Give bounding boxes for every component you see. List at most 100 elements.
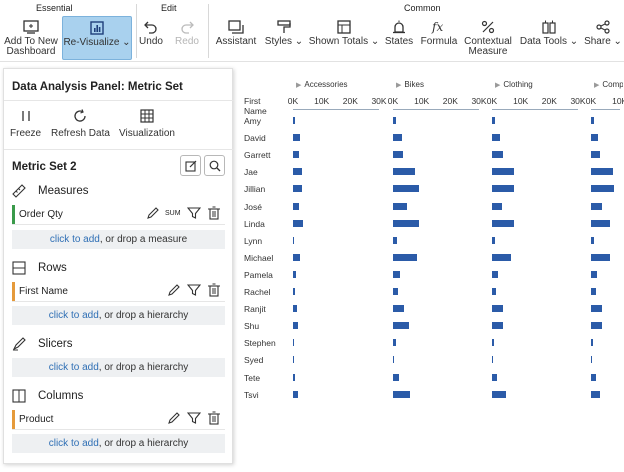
aggregation-label[interactable]: SUM [165, 210, 181, 217]
measure-click-to-add-link[interactable]: click to add [49, 234, 100, 245]
row-color-bar [12, 282, 15, 301]
bar-components-amy [591, 117, 594, 124]
edit-set-button[interactable] [180, 155, 201, 176]
toolbar-separator [136, 4, 137, 58]
data-tools-icon [542, 20, 556, 34]
bar-components-shu [591, 322, 602, 330]
add-dashboard-label-2: Dashboard [6, 46, 56, 57]
search-button[interactable] [204, 155, 225, 176]
data-tools-button[interactable]: Data Tools ⌄ [518, 16, 580, 60]
metric-set-title: Metric Set 2 [12, 161, 77, 173]
row-label: Shu [244, 321, 260, 332]
bar-accessories-linda [293, 219, 304, 227]
slicers-heading: Slicers [12, 337, 73, 351]
ruler-icon [12, 184, 26, 198]
measure-drop-text: , or drop a measure [99, 234, 188, 245]
formula-button[interactable]: fx Formula [420, 16, 458, 60]
freeze-button[interactable]: Freeze [10, 109, 41, 139]
row-field-first-name[interactable]: First Name [12, 280, 225, 302]
grid-icon [140, 109, 154, 123]
axis-tick-label: 30K [570, 96, 586, 106]
undo-label: Undo [139, 36, 163, 47]
bar-accessories-jae [293, 168, 302, 176]
styles-button[interactable]: Styles ⌄ [262, 16, 306, 60]
bar-components-ranjit [591, 305, 602, 313]
columns-drop-zone[interactable]: click to add, or drop a hierarchy [12, 434, 225, 453]
redo-label: Redo [175, 36, 199, 47]
row-field-name: First Name [19, 286, 68, 297]
pencil-icon[interactable] [146, 206, 160, 220]
pencil-icon[interactable] [167, 283, 181, 297]
row-label: Jae [244, 167, 258, 178]
column-header-bikes: ▶ Bikes [396, 80, 424, 89]
trash-icon[interactable] [207, 283, 221, 297]
slicers-drop-zone[interactable]: click to add, or drop a hierarchy [12, 358, 225, 377]
panel-title: Data Analysis Panel: Metric Set [12, 81, 183, 93]
filter-icon[interactable] [187, 411, 201, 425]
trash-icon[interactable] [207, 411, 221, 425]
expand-icon[interactable]: ▶ [594, 82, 600, 89]
measure-color-bar [12, 205, 15, 224]
bar-clothing-jillian [492, 185, 514, 193]
bar-clothing-tsvi [492, 390, 507, 398]
axis-tick-label: 0K [486, 96, 498, 106]
expand-icon[interactable]: ▶ [396, 82, 402, 89]
shown-totals-button[interactable]: Shown Totals ⌄ [308, 16, 380, 60]
measures-heading: Measures [12, 184, 89, 198]
alarm-icon [393, 20, 405, 34]
revisualize-button[interactable]: Re-Visualize ⌄ [62, 16, 132, 60]
share-button[interactable]: Share ⌄ [583, 16, 623, 60]
measure-field-order-qty[interactable]: Order Qty SUM [12, 203, 225, 225]
pencil-icon[interactable] [167, 411, 181, 425]
undo-button[interactable]: Undo [136, 16, 166, 60]
rows-heading: Rows [12, 261, 67, 275]
bar-clothing-jae [492, 168, 514, 176]
bar-clothing-lynn [492, 236, 496, 244]
column-header-label: Accessories [304, 80, 348, 89]
bar-accessories-tete [293, 373, 295, 381]
row-label: Linda [244, 218, 265, 229]
rows-label: Rows [38, 262, 67, 274]
slicers-click-to-add-link[interactable]: click to add [48, 362, 99, 373]
expand-icon[interactable]: ▶ [495, 82, 501, 89]
rows-icon [12, 261, 26, 275]
states-button[interactable]: States [383, 16, 415, 60]
expand-icon[interactable]: ▶ [296, 82, 302, 89]
bar-accessories-syed [293, 356, 294, 364]
freeze-label: Freeze [10, 128, 42, 139]
bar-accessories-pamela [293, 270, 296, 278]
column-header-accessories: ▶ Accessories [296, 80, 348, 89]
bar-accessories-garrett [293, 151, 299, 159]
columns-click-to-add-link[interactable]: click to add [48, 438, 99, 449]
visualization-label: Visualization [119, 128, 175, 139]
rows-click-to-add-link[interactable]: click to add [48, 310, 99, 321]
row-label: Lynn [244, 235, 263, 246]
refresh-data-button[interactable]: Refresh Data [51, 109, 110, 139]
axis-tick-label: 10K [612, 96, 624, 106]
trash-icon[interactable] [207, 206, 221, 220]
column-field-product[interactable]: Product [12, 408, 225, 430]
axis-tick-label: 30K [471, 96, 487, 106]
measure-field-name: Order Qty [19, 209, 63, 220]
bar-accessories-michael [293, 253, 301, 261]
column-header-label: Clothing [503, 80, 533, 89]
filter-icon[interactable] [187, 283, 201, 297]
bar-bikes-pamela [393, 270, 401, 278]
redo-button[interactable]: Redo [172, 16, 202, 60]
contextual-label-2: Measure [468, 46, 508, 57]
assistant-button[interactable]: Assistant [213, 16, 259, 60]
group-label-essential: Essential [36, 3, 73, 13]
slicers-label: Slicers [38, 338, 73, 350]
measures-label: Measures [38, 185, 89, 197]
filter-icon[interactable] [187, 206, 201, 220]
contextual-measure-button[interactable]: Contextual Measure [463, 16, 513, 60]
group-label-common: Common [404, 3, 441, 13]
measure-drop-zone[interactable]: click to add, or drop a measure [12, 230, 225, 249]
bar-bikes-josé [393, 202, 408, 210]
rows-drop-zone[interactable]: click to add, or drop a hierarchy [12, 306, 225, 325]
add-dashboard-label-1: Add To New [4, 36, 58, 47]
formula-label: Formula [420, 36, 458, 47]
visualization-button[interactable]: Visualization [119, 109, 175, 139]
add-to-dashboard-button[interactable]: Add To New Dashboard [2, 16, 60, 60]
bar-components-josé [591, 202, 603, 210]
